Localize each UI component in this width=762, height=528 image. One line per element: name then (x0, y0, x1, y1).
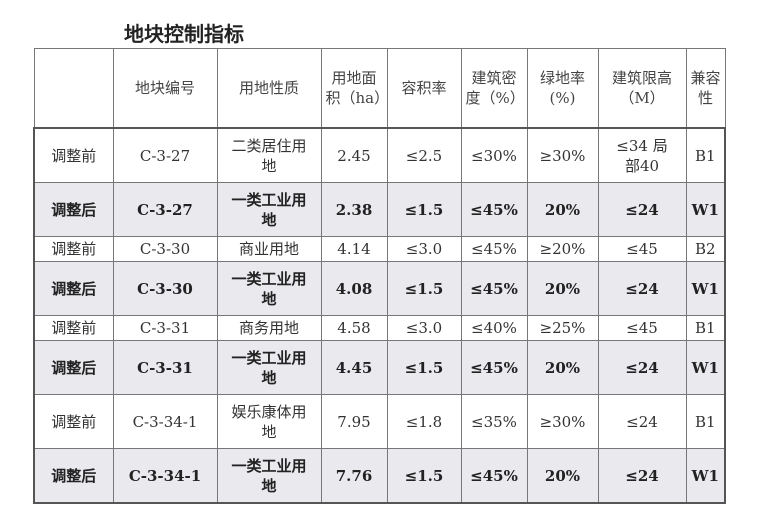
table-cell: 20% (526, 182, 599, 237)
table-cell: ≤30% (460, 127, 528, 183)
table-cell: ≤3.0 (386, 315, 462, 341)
table-cell: 7.95 (320, 394, 388, 449)
table-cell: 一类工业用地 (216, 448, 322, 504)
table-row: 调整后 C-3-31 一类工业用地 4.45 ≤1.5 ≤45% 20% ≤24 W1 (33, 340, 726, 395)
table-cell: 一类工业用地 (216, 182, 322, 237)
table-cell: C-3-30 (112, 261, 218, 316)
table-cell: ≥20% (526, 236, 599, 262)
table-cell: 20% (526, 261, 599, 316)
table-cell: W1 (685, 340, 726, 395)
table-cell: ≤45% (460, 261, 528, 316)
table-cell: C-3-27 (112, 182, 218, 237)
table-cell: 一类工业用地 (216, 261, 322, 316)
table-cell: 娱乐康体用地 (216, 394, 322, 449)
table-cell: ≤24 (597, 448, 687, 504)
column-header: 兼容性 (685, 48, 726, 129)
table-cell: 二类居住用地 (216, 127, 322, 183)
column-header: 用地面积（ha） (320, 48, 389, 129)
table-cell: ≤1.5 (386, 448, 462, 504)
table-cell: ≤24 (597, 261, 687, 316)
table-row: 调整后 C-3-30 一类工业用地 4.08 ≤1.5 ≤45% 20% ≤24 W1 (33, 261, 726, 316)
table-cell: ≤45 (597, 315, 687, 341)
table-cell: ≤40% (460, 315, 528, 341)
column-header: 容积率 (386, 48, 462, 129)
table-cell: W1 (685, 261, 726, 316)
table-cell: W1 (685, 448, 726, 504)
table-cell: 20% (526, 448, 599, 504)
table-cell: ≤1.5 (386, 340, 462, 395)
table-cell: 调整后 (33, 340, 114, 395)
table-cell: ≤1.5 (386, 182, 462, 237)
table-cell: B2 (685, 236, 726, 262)
table-cell: ≤45% (460, 340, 528, 395)
column-header: 建筑限高（M） (597, 48, 687, 129)
table-cell: ≤24 (597, 182, 687, 237)
table-cell: ≤1.8 (386, 394, 462, 449)
table-row: 调整前 C-3-31 商务用地 4.58 ≤3.0 ≤40% ≥25% ≤45 B1 (33, 315, 726, 341)
table-cell: 商业用地 (216, 236, 322, 262)
table-cell: 调整后 (33, 448, 114, 504)
table-cell: ≤3.0 (386, 236, 462, 262)
table-row: 调整后 C-3-34-1 一类工业用地 7.76 ≤1.5 ≤45% 20% ≤24 W1 (33, 448, 726, 504)
table-cell: ≤45% (460, 448, 528, 504)
table-cell: B1 (685, 315, 726, 341)
table-cell: 7.76 (320, 448, 388, 504)
table-cell: C-3-31 (112, 315, 218, 341)
table-cell: ≤35% (460, 394, 528, 449)
table-cell: 调整后 (33, 261, 114, 316)
table-row: 调整后 C-3-27 一类工业用地 2.38 ≤1.5 ≤45% 20% ≤24 W1 (33, 182, 726, 237)
table-cell: ≤2.5 (386, 127, 462, 183)
table-cell: 4.58 (320, 315, 388, 341)
table-cell: ≥30% (526, 394, 599, 449)
table-cell: ≤1.5 (386, 261, 462, 316)
table-cell: 调整后 (33, 182, 114, 237)
table-cell: C-3-27 (112, 127, 218, 183)
table-cell: 4.45 (320, 340, 388, 395)
table-cell: 2.45 (320, 127, 388, 183)
table-cell: B1 (685, 394, 726, 449)
table-cell: 调整前 (33, 315, 114, 341)
table-cell: 调整前 (33, 236, 114, 262)
table-cell: ≥30% (526, 127, 599, 183)
column-header (33, 48, 114, 129)
table-row: 调整前 C-3-27 二类居住用地 2.45 ≤2.5 ≤30% ≥30% ≤34 局部40 B… (33, 127, 726, 183)
table-cell: ≤45% (460, 182, 528, 237)
table-cell: ≤24 (597, 340, 687, 395)
table-cell: ≥25% (526, 315, 599, 341)
table-cell: 一类工业用地 (216, 340, 322, 395)
column-header: 绿地率(%) (526, 48, 599, 129)
table-cell: 商务用地 (216, 315, 322, 341)
table-cell: 4.14 (320, 236, 388, 262)
table-cell: C-3-31 (112, 340, 218, 395)
column-header: 用地性质 (216, 48, 322, 129)
table-cell: 4.08 (320, 261, 388, 316)
table-cell: 20% (526, 340, 599, 395)
table-cell: C-3-30 (112, 236, 218, 262)
table-cell: ≤34 局部40 (597, 127, 687, 183)
column-header: 建筑密度（%） (460, 48, 528, 129)
table-cell: 调整前 (33, 394, 114, 449)
table-row: 调整前 C-3-34-1 娱乐康体用地 7.95 ≤1.8 ≤35% ≥30% ≤24 B1 (33, 394, 726, 449)
table-cell: 调整前 (33, 127, 114, 183)
table-cell: ≤45% (460, 236, 528, 262)
table-row: 调整前 C-3-30 商业用地 4.14 ≤3.0 ≤45% ≥20% ≤45 B2 (33, 236, 726, 262)
table-cell: C-3-34-1 (112, 448, 218, 504)
table-cell: ≤24 (597, 394, 687, 449)
table-cell: W1 (685, 182, 726, 237)
control-indicators-table: 地块编号 用地性质 用地面积（ha） 容积率 建筑密度（%） 绿地率(%) 建筑限高（M）兼… (33, 48, 726, 504)
table-cell: B1 (685, 127, 726, 183)
column-header: 地块编号 (112, 48, 218, 129)
table-cell: C-3-34-1 (112, 394, 218, 449)
table-title: 地块控制指标 (124, 22, 244, 46)
table-cell: 2.38 (320, 182, 388, 237)
table-cell: ≤45 (597, 236, 687, 262)
